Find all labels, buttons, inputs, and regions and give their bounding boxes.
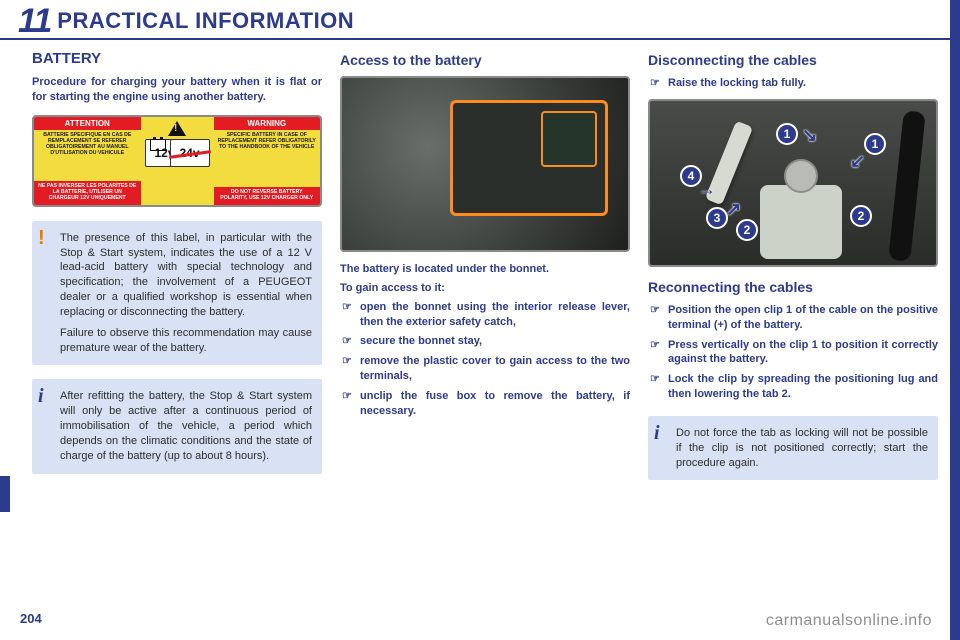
section-title-reconnect: Reconnecting the cables [648,279,938,295]
engine-bay-photo [340,76,630,252]
label-right-panel: WARNING SPECIFIC BATTERY IN CASE OF REPL… [214,117,321,205]
label-left-foot: NE PAS INVERSER LES POLARITES DE LA BATT… [34,181,141,205]
info-paragraph: After refitting the battery, the Stop & … [60,389,312,463]
access-step: secure the bonnet stay, [340,334,630,349]
column-3: Disconnecting the cables Raise the locki… [648,50,938,494]
header-rule [0,38,960,40]
access-step: open the bonnet using the interior relea… [340,300,630,330]
warning-box: ! The presence of this label, in particu… [32,221,322,366]
label-center-panel: 12v 24v [141,117,214,205]
terminal-base [760,185,842,259]
info-box-locking: i Do not force the tab as locking will n… [648,416,938,481]
warning-triangle-icon [168,121,186,136]
callout-1a: 1 [776,123,798,145]
access-step: remove the plastic cover to gain access … [340,354,630,384]
info-locking-paragraph: Do not force the tab as locking will not… [676,426,928,471]
disconnect-step: Raise the locking tab fully. [648,76,938,91]
terminal-post [784,159,818,193]
page-header: 11 PRACTICAL INFORMATION [0,0,960,40]
battery-cable [888,110,926,261]
battery-intro: Procedure for charging your battery when… [32,75,322,105]
arrow-icon: ↘ [802,125,817,146]
info-icon: i [654,422,660,445]
label-left-panel: ATTENTION BATTERIE SPECIFIQUE EN CAS DE … [34,117,141,205]
callout-3: 3 [706,207,728,229]
access-step: unclip the fuse box to remove the batter… [340,389,630,419]
disconnect-steps-list: Raise the locking tab fully. [648,76,938,91]
left-tab-stub [0,476,10,512]
label-24v-crossed: 24v [170,139,210,167]
label-left-body: BATTERIE SPECIFIQUE EN CAS DE REMPLACEME… [34,130,141,181]
chapter-title: PRACTICAL INFORMATION [57,0,354,34]
chapter-number: 11 [0,0,57,41]
section-title-access: Access to the battery [340,52,630,68]
reconnect-step: Press vertically on the clip 1 to positi… [648,338,938,368]
reconnect-steps-list: Position the open clip 1 of the cable on… [648,303,938,402]
arrow-icon: ↙ [850,151,865,172]
section-title-disconnect: Disconnecting the cables [648,52,938,68]
column-2: Access to the battery The battery is loc… [340,50,630,494]
label-right-foot: DO NOT REVERSE BATTERY POLARITY, USE 12V… [214,187,321,205]
page: 11 PRACTICAL INFORMATION BATTERY Procedu… [0,0,960,640]
reconnect-step: Position the open clip 1 of the cable on… [648,303,938,333]
battery-cover-highlight [450,100,608,216]
warning-paragraph-1: The presence of this label, in particula… [60,231,312,320]
info-box-stop-start: i After refitting the battery, the Stop … [32,379,322,473]
page-number: 204 [20,611,42,626]
warning-paragraph-2: Failure to observe this recommendation m… [60,326,312,356]
info-icon: i [38,385,44,408]
content-columns: BATTERY Procedure for charging your batt… [32,50,942,494]
watermark: carmanualsonline.info [766,612,932,630]
column-1: BATTERY Procedure for charging your batt… [32,50,322,494]
callout-2b: 2 [850,205,872,227]
right-tab-band [950,0,960,640]
callout-2a: 2 [736,219,758,241]
access-steps-list: open the bonnet using the interior relea… [340,300,630,419]
battery-icon [150,139,166,151]
label-right-head: WARNING [214,117,321,130]
battery-warning-label-image: ATTENTION BATTERIE SPECIFIQUE EN CAS DE … [32,115,322,207]
exclamation-icon: ! [38,227,45,250]
arrow-icon: → [698,179,716,200]
arrow-icon: ↗ [726,199,741,220]
access-caption-2: To gain access to it: [340,281,630,296]
callout-1b: 1 [864,133,886,155]
label-right-body: SPECIFIC BATTERY IN CASE OF REPLACEMENT … [214,130,321,187]
label-left-head: ATTENTION [34,117,141,130]
section-title-battery: BATTERY [32,50,322,67]
terminal-photo: 1 1 3 4 2 2 ↘ ↙ ↗ → [648,99,938,267]
access-caption-1: The battery is located under the bonnet. [340,262,630,277]
reconnect-step: Lock the clip by spreading the positioni… [648,372,938,402]
